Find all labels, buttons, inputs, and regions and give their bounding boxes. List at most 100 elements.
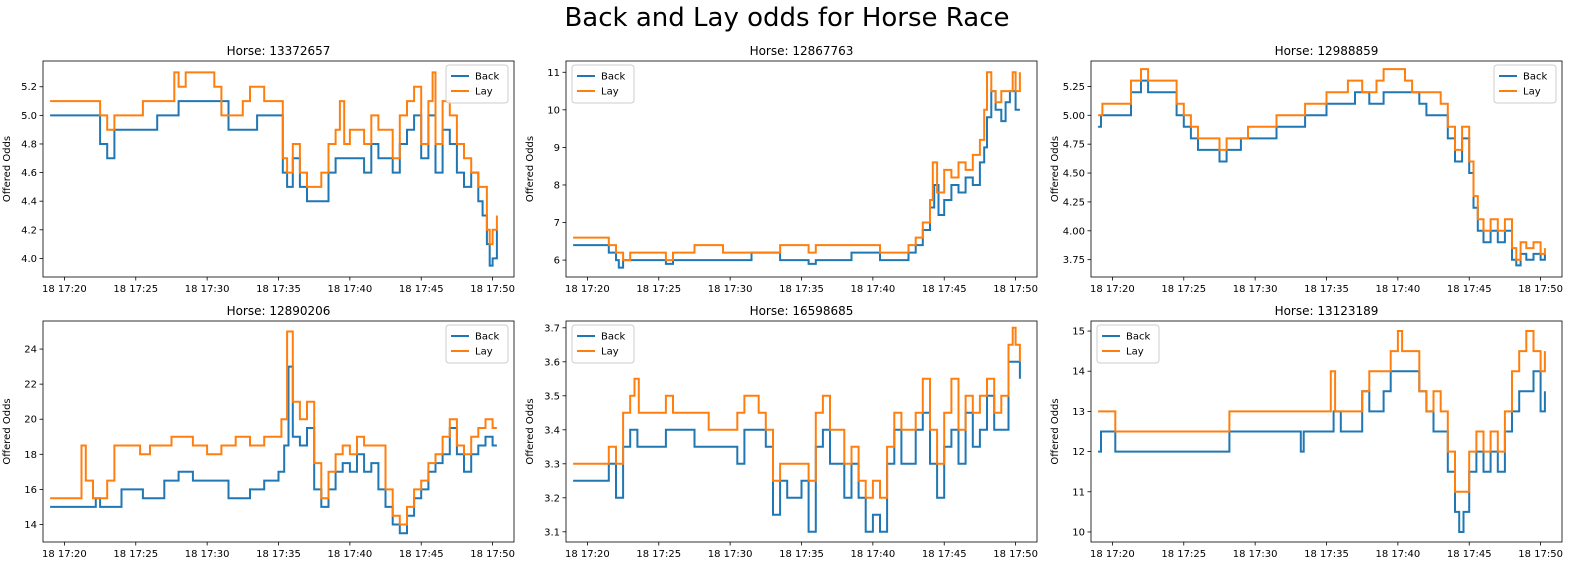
y-tick-label: 22 bbox=[24, 380, 37, 391]
y-tick-label: 16 bbox=[24, 485, 37, 496]
legend-label-lay: Lay bbox=[601, 87, 619, 98]
series-line-lay bbox=[1098, 68, 1546, 261]
legend-box bbox=[571, 64, 635, 104]
y-axis-label: Offered Odds bbox=[1050, 398, 1061, 464]
y-tick-label: 7 bbox=[554, 218, 560, 229]
x-tick-label: 18 17:20 bbox=[1090, 284, 1135, 295]
series-line-lay bbox=[50, 71, 498, 246]
x-tick-label: 18 17:50 bbox=[470, 549, 515, 560]
y-tick-label: 9 bbox=[554, 143, 560, 154]
legend-label-lay: Lay bbox=[475, 87, 493, 98]
y-tick-label: 20 bbox=[24, 415, 37, 426]
x-tick-label: 18 17:40 bbox=[327, 549, 372, 560]
x-tick-label: 18 17:40 bbox=[850, 284, 895, 295]
legend-box bbox=[571, 324, 635, 364]
series-line-lay bbox=[573, 71, 1021, 262]
y-tick-label: 3.6 bbox=[544, 357, 560, 368]
x-tick-label: 18 17:35 bbox=[1304, 549, 1349, 560]
legend: Back Lay bbox=[445, 324, 509, 364]
x-tick-label: 18 17:40 bbox=[327, 284, 372, 295]
y-tick-label: 10 bbox=[1072, 527, 1085, 538]
series-group bbox=[1098, 68, 1546, 267]
subplot-2: Horse: 12867763 Offered Odds 18 17:20 18 17… bbox=[525, 44, 1038, 295]
y-tick-label: 3.4 bbox=[544, 425, 560, 436]
x-tick-label: 18 17:35 bbox=[779, 284, 824, 295]
y-tick-label: 15 bbox=[1072, 327, 1085, 338]
legend-label-back: Back bbox=[475, 332, 499, 343]
subplot-6: Horse: 13123189 Offered Odds 18 17:20 18 17… bbox=[1050, 304, 1563, 560]
y-tick-label: 5.00 bbox=[1063, 111, 1085, 122]
legend-label-lay: Lay bbox=[1523, 87, 1541, 98]
series-line-lay bbox=[50, 330, 497, 526]
y-tick-label: 12 bbox=[1072, 447, 1085, 458]
legend: Back Lay bbox=[1493, 64, 1557, 104]
y-tick-label: 4.0 bbox=[21, 254, 37, 265]
legend-label-back: Back bbox=[601, 332, 625, 343]
x-tick-label: 18 17:20 bbox=[42, 284, 87, 295]
y-tick-label: 14 bbox=[1072, 367, 1085, 378]
legend-box bbox=[445, 324, 509, 364]
x-tick-label: 18 17:50 bbox=[470, 284, 515, 295]
x-tick-label: 18 17:30 bbox=[708, 284, 753, 295]
y-tick-label: 4.75 bbox=[1063, 140, 1085, 151]
legend-label-back: Back bbox=[1126, 332, 1150, 343]
series-line-back bbox=[573, 360, 1021, 533]
series-group bbox=[50, 330, 497, 535]
y-tick-label: 4.50 bbox=[1063, 169, 1085, 180]
y-tick-label: 3.75 bbox=[1063, 255, 1085, 266]
x-tick-label: 18 17:25 bbox=[1161, 549, 1206, 560]
subplot-title: Horse: 13372657 bbox=[227, 44, 331, 58]
y-tick-label: 5.0 bbox=[21, 111, 37, 122]
legend-label-lay: Lay bbox=[475, 347, 493, 358]
subplot-title: Horse: 16598685 bbox=[750, 304, 854, 318]
subplot-3: Horse: 12988859 Offered Odds 18 17:20 18 17… bbox=[1050, 44, 1563, 295]
legend: Back Lay bbox=[445, 64, 509, 104]
legend-label-lay: Lay bbox=[601, 347, 619, 358]
figure-title: Back and Lay odds for Horse Race bbox=[564, 3, 1009, 33]
series-group bbox=[50, 71, 498, 267]
x-tick-label: 18 17:20 bbox=[565, 549, 610, 560]
legend: Back Lay bbox=[571, 64, 635, 104]
y-tick-label: 3.7 bbox=[544, 323, 560, 334]
legend: Back Lay bbox=[1096, 324, 1160, 364]
series-line-back bbox=[1098, 79, 1546, 267]
y-axis-label: Offered Odds bbox=[2, 136, 13, 202]
y-axis-label: Offered Odds bbox=[2, 398, 13, 464]
y-tick-label: 13 bbox=[1072, 407, 1085, 418]
y-tick-label: 24 bbox=[24, 345, 37, 356]
x-tick-label: 18 17:45 bbox=[1447, 549, 1492, 560]
x-tick-label: 18 17:20 bbox=[42, 549, 87, 560]
subplot-1: Horse: 13372657 Offered Odds 18 17:20 18 17… bbox=[2, 44, 515, 295]
x-tick-label: 18 17:30 bbox=[708, 549, 753, 560]
x-tick-label: 18 17:30 bbox=[1233, 549, 1278, 560]
y-tick-label: 11 bbox=[547, 68, 560, 79]
y-tick-label: 4.2 bbox=[21, 225, 37, 236]
x-tick-label: 18 17:35 bbox=[779, 549, 824, 560]
legend-label-lay: Lay bbox=[1126, 347, 1144, 358]
series-group bbox=[1098, 330, 1546, 533]
legend-box bbox=[1096, 324, 1160, 364]
series-line-lay bbox=[1098, 330, 1546, 493]
y-tick-label: 4.8 bbox=[21, 139, 37, 150]
x-tick-label: 18 17:30 bbox=[1233, 284, 1278, 295]
subplot-4: Horse: 12890206 Offered Odds 18 17:20 18 17… bbox=[2, 304, 515, 560]
y-tick-label: 3.2 bbox=[544, 493, 560, 504]
x-tick-label: 18 17:25 bbox=[636, 284, 681, 295]
y-tick-label: 5.25 bbox=[1063, 82, 1085, 93]
x-tick-label: 18 17:25 bbox=[636, 549, 681, 560]
x-tick-label: 18 17:50 bbox=[1518, 549, 1563, 560]
y-tick-label: 11 bbox=[1072, 487, 1085, 498]
legend: Back Lay bbox=[571, 324, 635, 364]
y-axis-label: Offered Odds bbox=[525, 398, 536, 464]
y-tick-label: 3.5 bbox=[544, 391, 560, 402]
y-tick-label: 5.2 bbox=[21, 82, 37, 93]
legend-label-back: Back bbox=[1523, 72, 1547, 83]
x-tick-label: 18 17:25 bbox=[113, 284, 158, 295]
x-tick-label: 18 17:20 bbox=[1090, 549, 1135, 560]
subplots: Horse: 13372657 Offered Odds 18 17:20 18 17… bbox=[2, 44, 1563, 560]
y-tick-label: 14 bbox=[24, 520, 37, 531]
x-tick-label: 18 17:35 bbox=[1304, 284, 1349, 295]
x-tick-label: 18 17:40 bbox=[1375, 284, 1420, 295]
